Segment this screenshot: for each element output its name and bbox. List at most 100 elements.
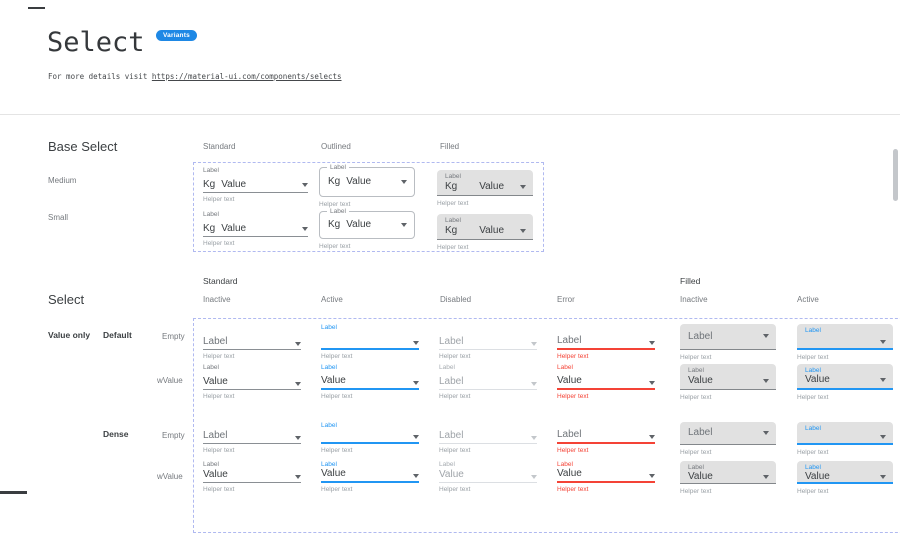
select-control[interactable]: Label Value xyxy=(680,461,776,484)
select-control[interactable]: Label Kg Value xyxy=(437,214,533,240)
select-control[interactable]: Label xyxy=(557,333,655,350)
select-filled-active: Label Helper text xyxy=(797,324,895,362)
select-filled-active: Label Value Helper text xyxy=(797,461,895,496)
helper-text: Helper text xyxy=(797,488,829,495)
dropdown-arrow-icon xyxy=(295,382,301,386)
dropdown-arrow-icon xyxy=(763,334,769,338)
select-standard-error: Label Value Helper text xyxy=(557,364,655,401)
dropdown-arrow-icon xyxy=(401,222,407,227)
select-value: Label xyxy=(203,430,228,441)
select-control[interactable]: Label xyxy=(797,422,893,445)
select-value: Value xyxy=(346,176,372,187)
select-control[interactable]: Value xyxy=(439,469,537,483)
select-adornment: Kg xyxy=(445,225,458,236)
select-control[interactable]: Kg Value xyxy=(203,220,308,237)
select-standard-error: Label Value Helper text xyxy=(557,461,655,494)
helper-text: Helper text xyxy=(557,393,589,400)
select-control[interactable]: Kg Value xyxy=(203,176,308,193)
select-control[interactable]: Label Value xyxy=(680,364,776,390)
row-label-default: Default xyxy=(103,330,132,340)
helper-text: Helper text xyxy=(203,240,235,247)
select-control[interactable]: Label xyxy=(203,430,301,444)
dropdown-arrow-icon xyxy=(649,341,655,345)
dropdown-arrow-icon xyxy=(302,226,308,231)
select-control[interactable]: Label Value xyxy=(797,364,893,390)
select-standard-disabled: Label Helper text xyxy=(439,422,537,455)
select-value: Value xyxy=(221,223,247,234)
select-control[interactable] xyxy=(321,430,419,444)
page-edge-dash-bottom xyxy=(0,491,27,494)
select-control[interactable]: Label xyxy=(797,324,893,350)
select-floating-label: Label xyxy=(688,464,704,471)
subtitle-text: For more details visit xyxy=(48,72,148,81)
state-header-inactive: Inactive xyxy=(203,295,231,304)
select-value-row: Kg Value xyxy=(445,226,526,236)
dropdown-arrow-icon xyxy=(401,179,407,184)
state-header-filled-inactive: Inactive xyxy=(680,295,708,304)
helper-text: Helper text xyxy=(797,394,829,401)
select-floating-label xyxy=(557,324,655,333)
select-outlined: Label Kg Value Helper text xyxy=(319,207,417,251)
select-control[interactable]: Value xyxy=(203,373,301,390)
helper-text: Helper text xyxy=(557,447,589,454)
select-control[interactable]: Value xyxy=(321,469,419,483)
helper-text: Helper text xyxy=(680,394,712,401)
select-control[interactable]: Label xyxy=(557,430,655,444)
select-control[interactable]: Label Kg Value xyxy=(437,170,533,196)
scrollbar-thumb[interactable] xyxy=(893,149,898,201)
column-header-outlined: Outlined xyxy=(321,142,351,151)
dropdown-arrow-icon xyxy=(763,430,769,435)
select-control[interactable]: Value xyxy=(557,373,655,390)
select-value: Label xyxy=(557,429,582,440)
row-label-medium: Medium xyxy=(48,176,77,185)
select-control[interactable] xyxy=(321,333,419,350)
select-control[interactable]: Label Kg Value xyxy=(319,164,415,197)
select-filled-inactive: Label Helper text xyxy=(680,324,778,362)
page-edge-dash-top xyxy=(28,7,45,9)
select-floating-label: Label xyxy=(321,364,337,371)
select-floating-label: Label xyxy=(688,367,704,374)
select-control[interactable]: Label xyxy=(439,430,537,444)
column-header-standard: Standard xyxy=(203,142,236,151)
select-standard-active: Label Helper text xyxy=(321,422,419,455)
docs-link[interactable]: https://material-ui.com/components/selec… xyxy=(151,72,342,81)
select-value: Value xyxy=(557,468,582,479)
select-control[interactable]: Value xyxy=(557,469,655,483)
select-value: Label xyxy=(439,336,464,347)
select-floating-label: Label xyxy=(445,173,461,180)
select-filled-inactive: Label Kg Value Helper text xyxy=(437,214,535,252)
select-adornment: Kg xyxy=(203,223,216,234)
select-floating-label: Label xyxy=(557,461,573,468)
select-control[interactable]: Label Value xyxy=(797,461,893,484)
select-control[interactable]: Label xyxy=(439,373,537,390)
dropdown-arrow-icon xyxy=(649,474,655,478)
select-floating-label: Label xyxy=(321,324,337,331)
helper-text: Helper text xyxy=(680,449,712,456)
select-control[interactable]: Label xyxy=(680,422,776,445)
select-control[interactable]: Label Kg Value xyxy=(319,208,415,239)
base-select-frame xyxy=(193,162,544,252)
select-floating-label: Label xyxy=(805,367,821,374)
select-floating-label xyxy=(439,422,537,430)
select-control[interactable]: Label xyxy=(680,324,776,350)
dropdown-arrow-icon xyxy=(413,341,419,345)
select-standard-disabled: Label Helper text xyxy=(439,324,537,361)
select-control[interactable]: Label xyxy=(439,333,537,350)
select-value-row xyxy=(805,340,886,345)
select-floating-label: Label xyxy=(445,217,461,224)
select-standard-inactive: Label Helper text xyxy=(203,422,301,455)
select-control[interactable]: Value xyxy=(203,469,301,483)
select-control[interactable]: Value xyxy=(321,373,419,390)
select-value: Value xyxy=(688,375,713,386)
subtitle: For more details visit https://material-… xyxy=(48,72,342,82)
select-value: Value xyxy=(479,181,505,192)
column-header-filled: Filled xyxy=(440,142,460,151)
select-control[interactable]: Label xyxy=(203,333,301,350)
row-label-empty: Empty xyxy=(162,332,185,341)
select-value-row: Value xyxy=(688,376,769,386)
select-standard-inactive: Label Kg Value Helper text xyxy=(203,211,308,248)
select-heading: Select xyxy=(48,292,85,307)
helper-text: Helper text xyxy=(203,196,235,203)
helper-text: Helper text xyxy=(797,354,829,361)
dropdown-arrow-icon xyxy=(295,436,301,440)
